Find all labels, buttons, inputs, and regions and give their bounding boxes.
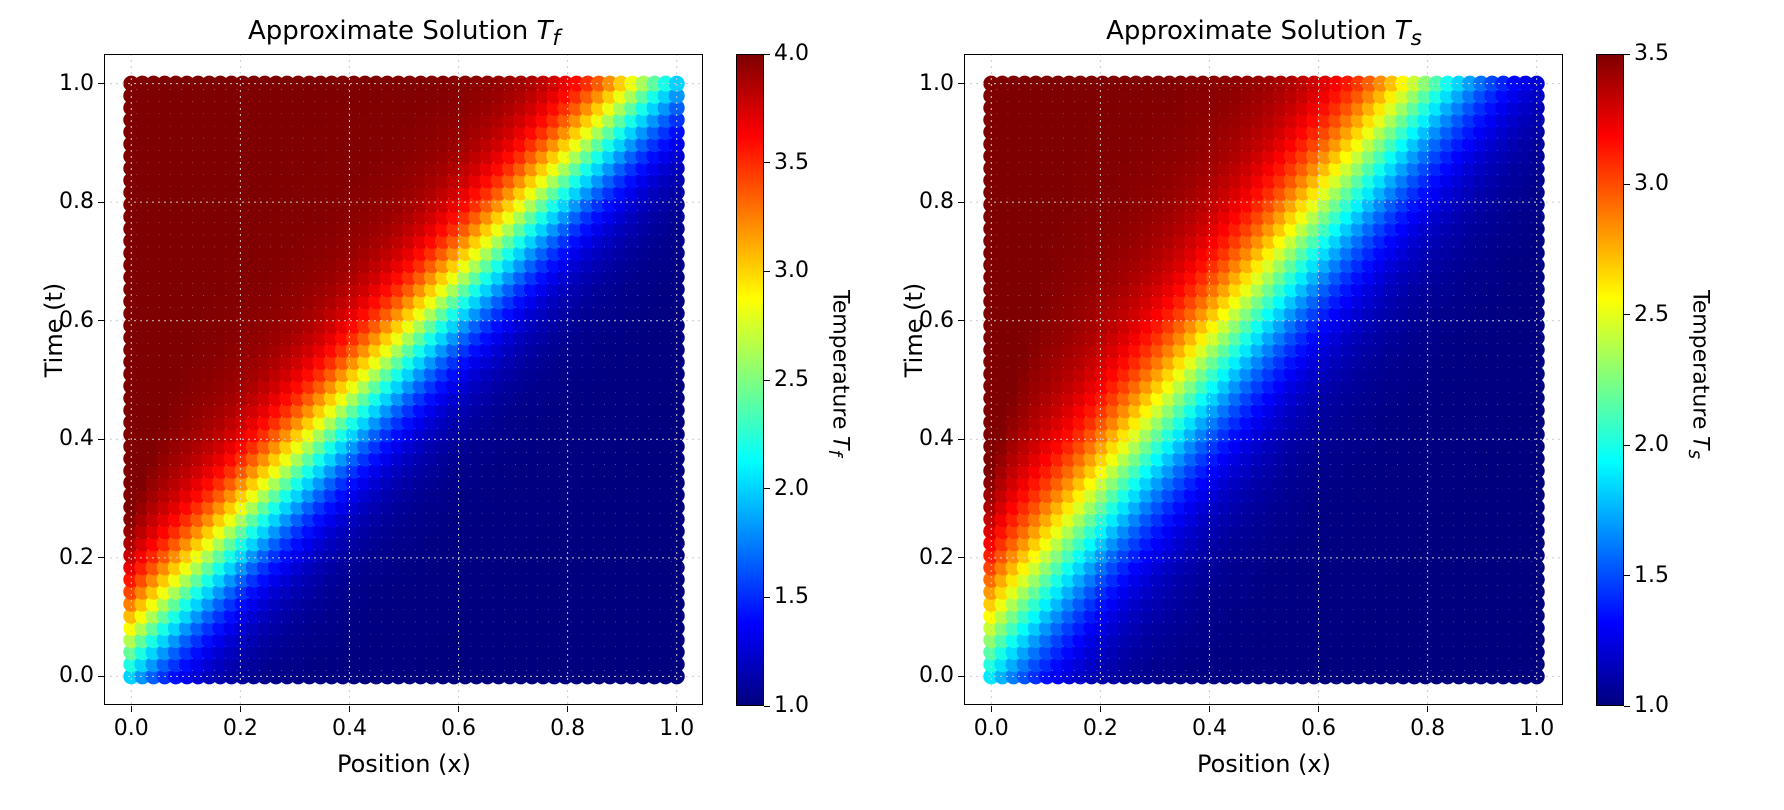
y-tick (98, 557, 104, 558)
colorbar-tick-label: 1.0 (1634, 693, 1669, 718)
colorbar-tick-label: 1.0 (774, 693, 809, 718)
x-tick (676, 706, 677, 712)
colorbar-tick (764, 380, 770, 381)
colorbar (1596, 54, 1624, 706)
y-axis-label: Time (t) (900, 230, 928, 430)
x-tick-label: 1.0 (655, 716, 699, 741)
colorbar-tick-label: 2.5 (1634, 302, 1669, 327)
colorbar-tick-label: 1.5 (774, 584, 809, 609)
x-tick-label: 0.4 (1187, 716, 1231, 741)
y-tick (98, 320, 104, 321)
colorbar-tick (764, 597, 770, 598)
x-tick (1318, 706, 1319, 712)
x-axis-label: Position (x) (964, 750, 1564, 778)
colorbar-tick-label: 2.5 (774, 367, 809, 392)
grid (964, 54, 1564, 706)
x-tick-label: 0.2 (1078, 716, 1122, 741)
colorbar-tick (764, 54, 770, 55)
x-tick (1536, 706, 1537, 712)
x-tick-label: 0.0 (109, 716, 153, 741)
y-tick (98, 439, 104, 440)
colorbar-tick (764, 488, 770, 489)
y-tick (958, 83, 964, 84)
colorbar-tick (1624, 54, 1630, 55)
x-tick-label: 1.0 (1515, 716, 1559, 741)
colorbar-tick (764, 162, 770, 163)
y-tick-label: 0.2 (59, 545, 94, 570)
x-axis-label: Position (x) (104, 750, 704, 778)
y-tick-label: 0.2 (919, 545, 954, 570)
colorbar-tick-label: 4.0 (774, 41, 809, 66)
colorbar-tick-label: 2.0 (774, 476, 809, 501)
x-tick-label: 0.0 (969, 716, 1013, 741)
colorbar-tick (1624, 184, 1630, 185)
x-tick-label: 0.6 (1297, 716, 1341, 741)
colorbar-tick (1624, 445, 1630, 446)
y-axis-label: Time (t) (40, 230, 68, 430)
x-tick (567, 706, 568, 712)
grid (104, 54, 704, 706)
y-tick (958, 439, 964, 440)
x-tick (131, 706, 132, 712)
y-tick-label: 0.8 (919, 189, 954, 214)
colorbar-label: Temperature Tf (824, 290, 852, 456)
y-tick-label: 0.4 (919, 426, 954, 451)
plot-title: Approximate Solution Tf (104, 16, 704, 51)
colorbar-tick-label: 3.5 (774, 150, 809, 175)
colorbar-tick (1624, 575, 1630, 576)
colorbar-tick-label: 3.5 (1634, 41, 1669, 66)
colorbar (736, 54, 764, 706)
y-tick-label: 0.4 (59, 426, 94, 451)
y-tick (98, 83, 104, 84)
y-tick (958, 320, 964, 321)
colorbar-label: Temperature Ts (1684, 290, 1712, 459)
y-tick-label: 1.0 (919, 71, 954, 96)
x-tick-label: 0.8 (1406, 716, 1450, 741)
colorbar-tick (764, 706, 770, 707)
y-tick (98, 676, 104, 677)
x-tick (1427, 706, 1428, 712)
colorbar-tick (764, 271, 770, 272)
x-tick (349, 706, 350, 712)
y-tick (958, 202, 964, 203)
x-tick (1100, 706, 1101, 712)
y-tick-label: 0.8 (59, 189, 94, 214)
colorbar-tick-label: 2.0 (1634, 432, 1669, 457)
x-tick (240, 706, 241, 712)
x-tick-label: 0.4 (327, 716, 371, 741)
x-tick (1209, 706, 1210, 712)
x-tick-label: 0.2 (218, 716, 262, 741)
plot-title: Approximate Solution Ts (964, 16, 1564, 51)
colorbar-tick-label: 3.0 (1634, 171, 1669, 196)
y-tick (98, 202, 104, 203)
colorbar-tick-label: 1.5 (1634, 563, 1669, 588)
x-tick (458, 706, 459, 712)
y-tick (958, 557, 964, 558)
x-tick-label: 0.6 (437, 716, 481, 741)
x-tick (991, 706, 992, 712)
figure: Approximate Solution Tf 0.0 0.2 0.4 0.6 0.8 1.… (0, 0, 1784, 810)
colorbar-tick-label: 3.0 (774, 258, 809, 283)
colorbar-tick (1624, 314, 1630, 315)
colorbar-tick (1624, 706, 1630, 707)
y-tick (958, 676, 964, 677)
y-tick-label: 1.0 (59, 71, 94, 96)
x-tick-label: 0.8 (546, 716, 590, 741)
y-tick-label: 0.0 (59, 663, 94, 688)
y-tick-label: 0.0 (919, 663, 954, 688)
